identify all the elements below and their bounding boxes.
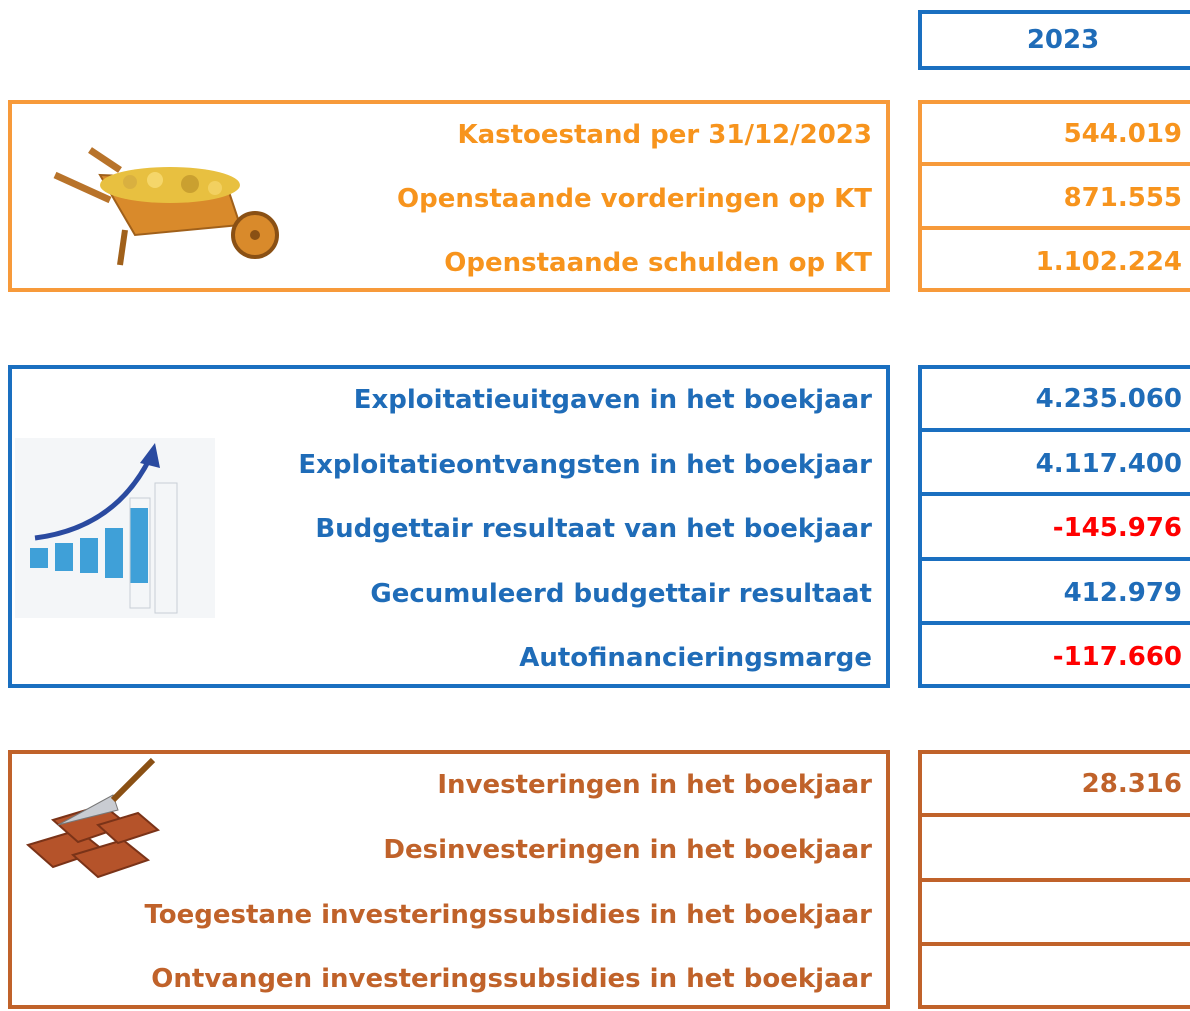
row-divider	[918, 877, 1190, 882]
row-value: 4.235.060	[1035, 384, 1182, 414]
row-divider	[918, 162, 1190, 166]
row-divider	[918, 621, 1190, 626]
row-label: Gecumuleerd budgettair resultaat	[370, 578, 872, 609]
row-value: 544.019	[1063, 119, 1182, 149]
row-value: 412.979	[1063, 577, 1182, 608]
row-label: Budgettair resultaat van het boekjaar	[315, 514, 872, 545]
row-label: Openstaande schulden op KT	[444, 248, 872, 278]
values-box	[918, 365, 1190, 688]
row-value: 28.316	[1081, 769, 1182, 799]
row-divider	[918, 942, 1190, 947]
year-header: 2023	[918, 10, 1190, 70]
row-value: 871.555	[1063, 183, 1182, 213]
row-label: Openstaande vorderingen op KT	[397, 184, 872, 214]
section-box	[8, 100, 890, 292]
row-divider	[918, 492, 1190, 497]
row-label: Autofinancieringsmarge	[519, 643, 872, 674]
section-icon	[18, 755, 168, 889]
row-divider	[918, 556, 1190, 561]
row-value: -117.660	[1052, 642, 1182, 673]
row-label: Ontvangen investeringssubsidies in het b…	[151, 964, 872, 995]
row-divider	[918, 226, 1190, 230]
row-value: 4.117.400	[1035, 448, 1182, 479]
row-label: Investeringen in het boekjaar	[437, 770, 872, 800]
section-icon	[50, 140, 290, 274]
row-label: Exploitatieontvangsten in het boekjaar	[298, 449, 872, 480]
row-value: 1.102.224	[1035, 247, 1182, 277]
row-label: Exploitatieuitgaven in het boekjaar	[353, 385, 872, 415]
row-label: Toegestane investeringssubsidies in het …	[144, 899, 872, 930]
section-icon	[15, 438, 215, 622]
row-label: Kastoestand per 31/12/2023	[457, 120, 872, 150]
section-box	[8, 365, 890, 688]
values-box	[918, 100, 1190, 292]
row-value: -145.976	[1052, 513, 1182, 544]
row-label: Desinvesteringen in het boekjaar	[383, 834, 872, 865]
row-divider	[918, 812, 1190, 817]
row-divider	[918, 427, 1190, 432]
